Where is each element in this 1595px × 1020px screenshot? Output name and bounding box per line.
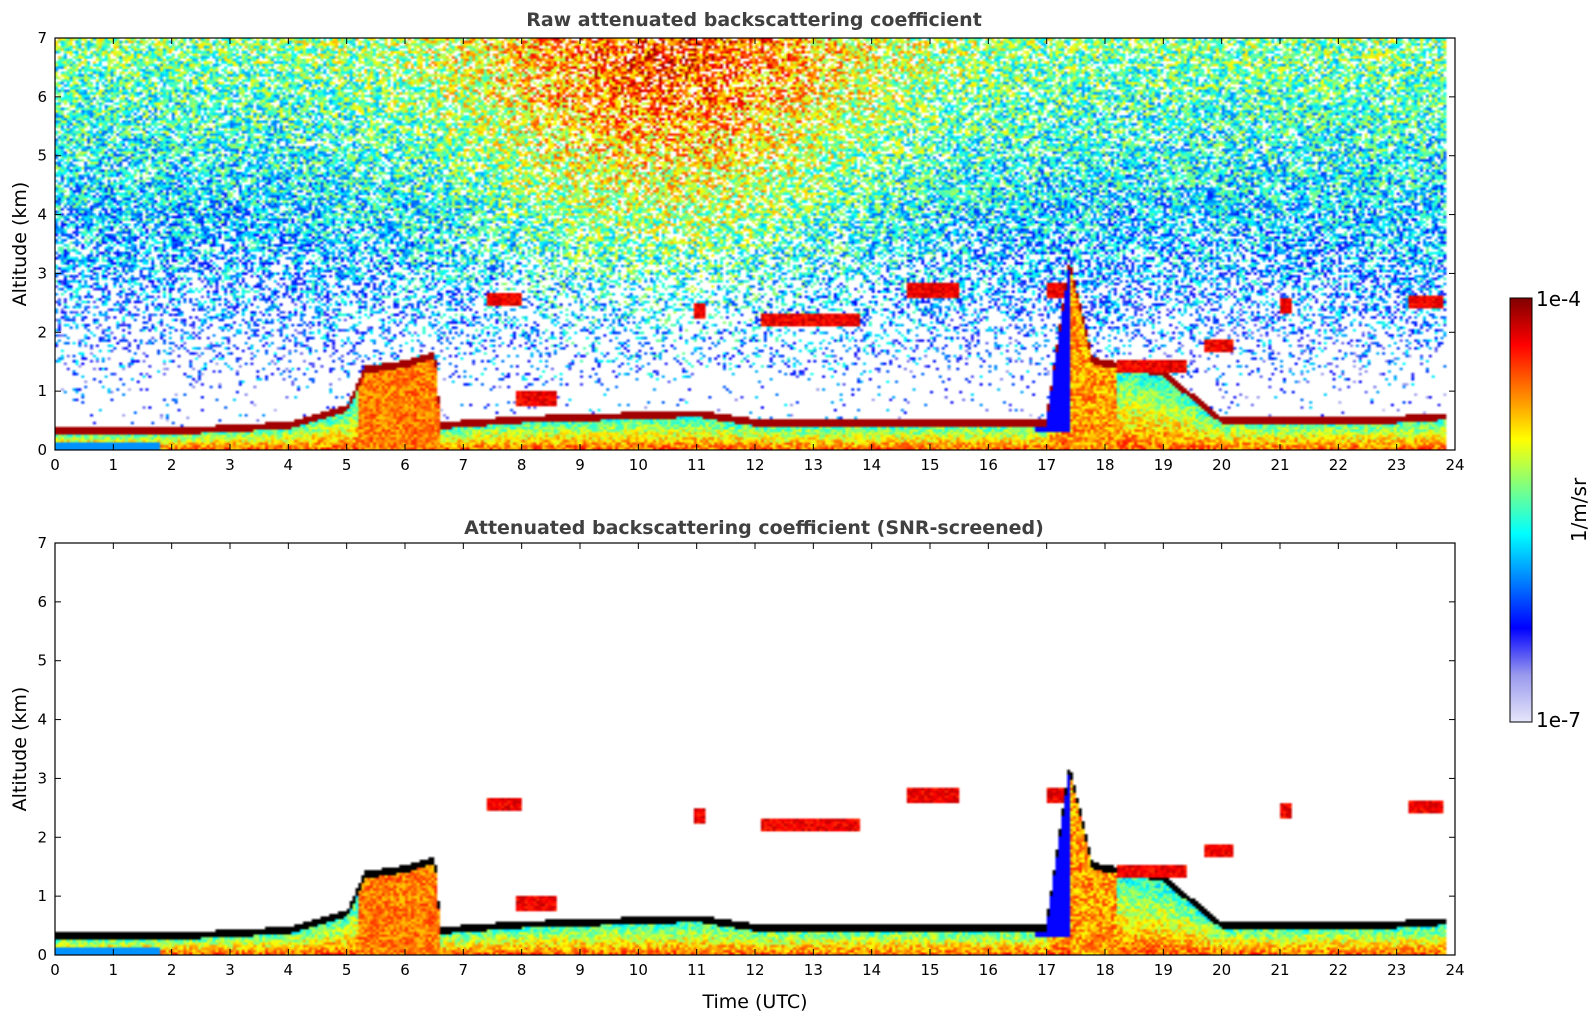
x-tick-label: 8: [517, 961, 527, 979]
x-tick-label: 1: [109, 456, 119, 474]
x-tick-label: 23: [1387, 456, 1406, 474]
x-tick-label: 23: [1387, 961, 1406, 979]
x-tick-label: 8: [517, 456, 527, 474]
x-tick-label: 2: [167, 456, 177, 474]
snr-screened-heatmap: [55, 543, 1455, 955]
y-tick-label: 7: [37, 534, 47, 552]
x-axis: 0 1 2 3 4 5 6 7 8 9 10 11 12 13 14 15 16 17 18 19 20 21 22 23 24: [50, 38, 1465, 474]
x-tick-label: 21: [1270, 961, 1289, 979]
y-tick-label: 5: [37, 147, 47, 165]
raw-backscatter-heatmap: [55, 38, 1455, 450]
x-tick-label: 19: [1154, 456, 1173, 474]
y-tick-label: 4: [37, 206, 47, 224]
x-tick-label: 17: [1037, 961, 1056, 979]
y-axis: 0 1 2 3 4 5 6 7: [37, 29, 1455, 459]
x-tick-label: 24: [1445, 961, 1464, 979]
y-axis-label: Altitude (km): [9, 687, 31, 812]
x-tick-label: 7: [459, 456, 469, 474]
x-tick-label: 9: [575, 961, 585, 979]
y-tick-label: 5: [37, 652, 47, 670]
y-tick-label: 7: [37, 29, 47, 47]
colorbar-unit-label: 1/m/sr: [1567, 477, 1591, 542]
x-tick-label: 24: [1445, 456, 1464, 474]
x-tick-label: 11: [687, 961, 706, 979]
y-tick-label: 2: [37, 828, 47, 846]
y-tick-label: 1: [37, 382, 47, 400]
x-tick-label: 12: [745, 961, 764, 979]
y-tick-label: 6: [37, 88, 47, 106]
x-tick-label: 16: [979, 961, 998, 979]
x-tick-label: 14: [862, 456, 881, 474]
x-tick-label: 20: [1212, 456, 1231, 474]
raw-backscatter-panel: Raw attenuated backscattering coefficien…: [9, 9, 1465, 474]
y-axis: 0 1 2 3 4 5 6 7: [37, 534, 1455, 964]
x-tick-label: 17: [1037, 456, 1056, 474]
colorbar-gradient: [1509, 297, 1533, 723]
x-tick-label: 6: [400, 961, 410, 979]
y-tick-label: 0: [37, 441, 47, 459]
x-tick-label: 3: [225, 961, 235, 979]
x-tick-label: 5: [342, 961, 352, 979]
x-tick-label: 22: [1329, 961, 1348, 979]
x-tick-label: 18: [1095, 961, 1114, 979]
x-tick-label: 0: [50, 961, 60, 979]
y-tick-label: 0: [37, 946, 47, 964]
x-tick-label: 13: [804, 456, 823, 474]
x-tick-label: 15: [920, 961, 939, 979]
x-tick-label: 4: [284, 456, 294, 474]
x-axis-label: Time (UTC): [701, 991, 807, 1013]
y-tick-label: 4: [37, 711, 47, 729]
x-tick-label: 3: [225, 456, 235, 474]
x-tick-label: 21: [1270, 456, 1289, 474]
x-tick-label: 14: [862, 961, 881, 979]
x-tick-label: 12: [745, 456, 764, 474]
snr-screened-panel: Attenuated backscattering coefficient (S…: [9, 517, 1465, 1013]
y-tick-label: 3: [37, 264, 47, 282]
panel-title: Attenuated backscattering coefficient (S…: [464, 517, 1044, 539]
x-tick-label: 7: [459, 961, 469, 979]
x-tick-label: 10: [629, 961, 648, 979]
x-tick-label: 4: [284, 961, 294, 979]
x-tick-label: 6: [400, 456, 410, 474]
y-tick-label: 6: [37, 593, 47, 611]
x-tick-label: 5: [342, 456, 352, 474]
y-axis-label: Altitude (km): [9, 182, 31, 307]
panel-title: Raw attenuated backscattering coefficien…: [526, 9, 982, 31]
x-tick-label: 19: [1154, 961, 1173, 979]
x-tick-label: 18: [1095, 456, 1114, 474]
x-tick-label: 22: [1329, 456, 1348, 474]
colorbar-max-label: 1e-4: [1536, 287, 1581, 311]
x-tick-label: 10: [629, 456, 648, 474]
x-tick-label: 2: [167, 961, 177, 979]
x-tick-label: 0: [50, 456, 60, 474]
colorbar: 1e-4 1e-7 1/m/sr: [1509, 287, 1591, 732]
x-tick-label: 20: [1212, 961, 1231, 979]
x-axis: 0 1 2 3 4 5 6 7 8 9 10 11 12 13 14 15 16 17 18 19 20 21 22 23 24: [50, 543, 1465, 979]
y-tick-label: 1: [37, 887, 47, 905]
x-tick-label: 16: [979, 456, 998, 474]
x-tick-label: 15: [920, 456, 939, 474]
colorbar-min-label: 1e-7: [1536, 708, 1581, 732]
y-tick-label: 3: [37, 769, 47, 787]
x-tick-label: 11: [687, 456, 706, 474]
y-tick-label: 2: [37, 323, 47, 341]
x-tick-label: 13: [804, 961, 823, 979]
x-tick-label: 1: [109, 961, 119, 979]
x-tick-label: 9: [575, 456, 585, 474]
